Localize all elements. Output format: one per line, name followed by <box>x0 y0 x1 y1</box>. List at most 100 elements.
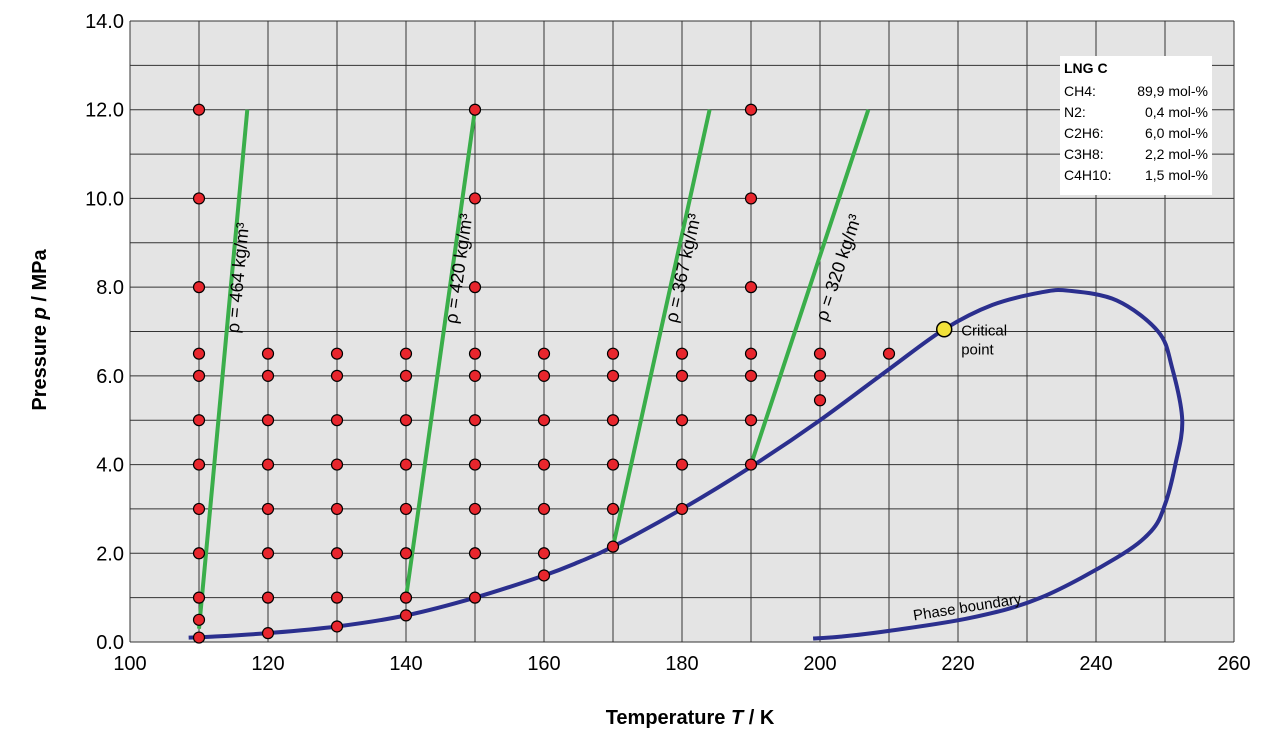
measurement-point <box>399 347 413 360</box>
measurement-point <box>192 369 206 382</box>
composition-component: C2H6: <box>1064 125 1104 141</box>
composition-value: 1,5 mol-% <box>1145 167 1208 183</box>
composition-legend: LNG C CH4: 89,9 mol-% N2: 0,4 mol-% C2H6: 6,0… <box>1060 56 1212 195</box>
y-tick-label: 14.0 <box>85 11 124 33</box>
measurement-point <box>537 458 551 471</box>
measurement-point <box>330 347 344 360</box>
x-tick-label: 260 <box>1217 653 1250 675</box>
measurement-point <box>330 502 344 516</box>
measurement-point <box>261 627 275 640</box>
measurement-point <box>606 458 620 471</box>
measurement-point <box>399 547 413 560</box>
measurement-point <box>261 347 275 360</box>
measurement-point <box>468 347 482 360</box>
measurement-point <box>192 192 206 205</box>
measurement-point <box>399 369 413 382</box>
measurement-point <box>192 502 206 516</box>
measurement-point <box>744 347 758 360</box>
critical-point <box>935 321 953 338</box>
composition-value: 6,0 mol-% <box>1145 125 1208 141</box>
measurement-point <box>330 458 344 471</box>
y-tick-label: 8.0 <box>96 277 124 299</box>
measurement-point <box>537 569 551 582</box>
composition-value: 0,4 mol-% <box>1145 104 1208 120</box>
y-tick-label: 0.0 <box>96 632 124 654</box>
composition-component: N2: <box>1064 104 1086 120</box>
measurement-point <box>261 591 275 604</box>
measurement-point <box>744 192 758 205</box>
x-tick-label: 180 <box>665 653 698 675</box>
measurement-point <box>813 347 827 360</box>
measurement-point <box>468 547 482 560</box>
measurement-point <box>330 547 344 560</box>
isochore-line <box>611 109 712 548</box>
measurement-point <box>606 369 620 382</box>
measurement-point <box>537 347 551 360</box>
y-tick-label: 4.0 <box>96 455 124 477</box>
y-tick-label: 2.0 <box>96 543 124 565</box>
measurement-point <box>606 540 620 553</box>
measurement-point <box>675 502 689 516</box>
isochore-lines <box>197 109 871 629</box>
measurement-point <box>261 458 275 471</box>
y-axis-title: Pressure p / MPa <box>29 249 51 411</box>
measurement-point <box>675 414 689 427</box>
x-tick-label: 140 <box>389 653 422 675</box>
measurement-point <box>261 369 275 382</box>
measurement-point <box>744 103 758 116</box>
measurement-point <box>468 502 482 516</box>
measurement-point <box>468 591 482 604</box>
x-tick-label: 200 <box>803 653 836 675</box>
measurement-point <box>882 347 896 360</box>
measurement-point <box>744 281 758 294</box>
measurement-point <box>399 591 413 604</box>
isochore-line <box>404 109 477 598</box>
measurement-point <box>537 414 551 427</box>
measurement-point <box>330 414 344 427</box>
y-tick-label: 10.0 <box>85 188 124 210</box>
x-tick-label: 220 <box>941 653 974 675</box>
critical-point-marker <box>935 321 953 338</box>
measurement-point <box>468 458 482 471</box>
measurement-point <box>399 414 413 427</box>
measurement-point <box>399 458 413 471</box>
measurement-point <box>399 502 413 516</box>
y-tick-label: 6.0 <box>96 366 124 388</box>
measurement-point <box>261 414 275 427</box>
measurement-point <box>606 502 620 516</box>
measurement-point <box>468 414 482 427</box>
measurement-point <box>330 369 344 382</box>
composition-legend-box <box>1060 56 1212 195</box>
measurement-point <box>192 591 206 604</box>
composition-value: 2,2 mol-% <box>1145 146 1208 162</box>
measurement-point <box>537 369 551 382</box>
measurement-point <box>192 613 206 626</box>
measurement-point <box>399 609 413 622</box>
measurement-point <box>744 369 758 382</box>
composition-title: LNG C <box>1064 60 1108 76</box>
y-tick-label: 12.0 <box>85 100 124 122</box>
measurement-point <box>330 620 344 633</box>
measurement-point <box>537 547 551 560</box>
x-tick-label: 100 <box>113 653 146 675</box>
critical-point-label: point <box>961 341 994 358</box>
measurement-point <box>675 458 689 471</box>
measurement-points <box>192 103 896 644</box>
composition-component: C4H10: <box>1064 167 1111 183</box>
x-tick-label: 120 <box>251 653 284 675</box>
measurement-point <box>330 591 344 604</box>
measurement-point <box>675 347 689 360</box>
composition-component: CH4: <box>1064 83 1096 99</box>
measurement-point <box>192 547 206 560</box>
isochore-line <box>197 109 250 629</box>
axis-ticks: 100 120 140 160 180 200 220 240 260 0.0 2.0 4.0 6.0 8… <box>85 11 1251 675</box>
measurement-point <box>261 547 275 560</box>
measurement-point <box>468 369 482 382</box>
measurement-point <box>192 631 206 644</box>
measurement-point <box>813 369 827 382</box>
measurement-point <box>537 502 551 516</box>
measurement-point <box>192 458 206 471</box>
measurement-point <box>813 394 827 407</box>
measurement-point <box>468 281 482 294</box>
